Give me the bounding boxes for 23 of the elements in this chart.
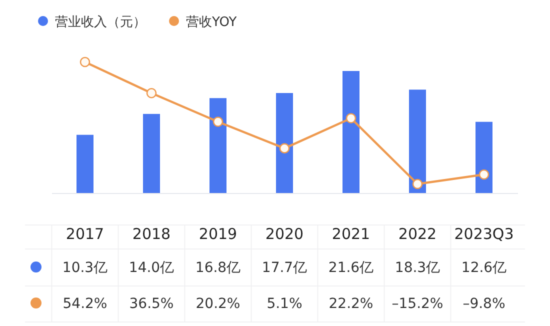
- x-tick-label: 2023Q3: [454, 225, 514, 243]
- data-label: –9.8%: [462, 296, 506, 312]
- data-label: –15.2%: [392, 296, 444, 312]
- data-label: 16.8亿: [195, 260, 241, 276]
- data-label: 10.3亿: [62, 260, 108, 276]
- data-label: 21.6亿: [328, 260, 374, 276]
- x-tick-label: 2019: [198, 225, 238, 243]
- data-label: 14.0亿: [128, 260, 174, 276]
- data-label: 17.7亿: [262, 260, 308, 276]
- x-tick-label: 2021: [332, 225, 370, 243]
- data-label: 12.6亿: [461, 260, 507, 276]
- legend-label: 营收YOY: [186, 15, 237, 30]
- data-label: 18.3亿: [394, 260, 440, 276]
- x-tick-label: 2018: [132, 225, 171, 243]
- legend-label: 营业收入（元）: [55, 15, 146, 30]
- data-label: 54.2%: [62, 296, 108, 312]
- data-label: 5.1%: [266, 296, 302, 312]
- data-label: 36.5%: [129, 296, 174, 312]
- data-label: 20.2%: [196, 296, 240, 312]
- x-tick-label: 2022: [398, 225, 437, 243]
- data-label: 22.2%: [328, 296, 374, 312]
- x-tick-label: 2017: [66, 225, 104, 243]
- x-tick-label: 2020: [265, 225, 304, 243]
